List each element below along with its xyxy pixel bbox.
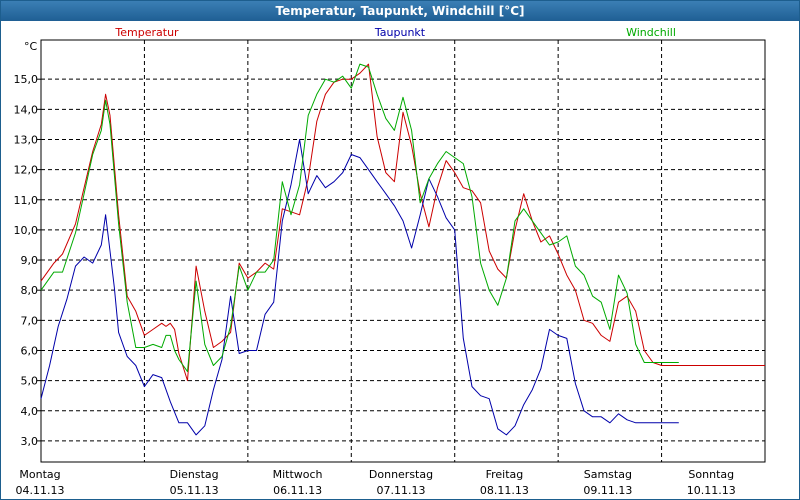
y-tick-label: 8,0 xyxy=(21,284,39,297)
series-line-taupunkt xyxy=(40,139,679,436)
series-line-temperatur xyxy=(40,63,765,382)
y-tick-label: 10,0 xyxy=(14,224,39,237)
grid-lines xyxy=(37,40,765,462)
x-date-label: 04.11.13 xyxy=(16,484,65,497)
axis-labels: 3,0 4,0 5,0 6,0 7,0 8,0 9,0 10,0 11,0 12,0 13,0 14,… xyxy=(14,73,736,497)
y-tick-label: 13,0 xyxy=(14,133,39,146)
x-date-label: 06.11.13 xyxy=(273,484,322,497)
y-tick-label: 9,0 xyxy=(21,254,39,267)
x-day-label: Mittwoch xyxy=(273,468,323,481)
legend-temperatur: Temperatur xyxy=(114,26,179,39)
x-day-label: Dienstag xyxy=(170,468,219,481)
y-tick-label: 15,0 xyxy=(14,73,39,86)
x-date-label: 09.11.13 xyxy=(583,484,632,497)
y-tick-label: 7,0 xyxy=(21,314,39,327)
x-day-label: Sonntag xyxy=(688,468,734,481)
legend-windchill: Windchill xyxy=(626,26,676,39)
y-axis-unit: °C xyxy=(24,40,38,53)
x-date-label: 08.11.13 xyxy=(480,484,529,497)
y-tick-label: 12,0 xyxy=(14,164,39,177)
x-day-label: Samstag xyxy=(584,468,632,481)
x-date-label: 10.11.13 xyxy=(687,484,736,497)
plot-area xyxy=(40,39,766,463)
x-day-label: Montag xyxy=(19,468,60,481)
series-line-windchill xyxy=(40,63,679,373)
y-tick-label: 5,0 xyxy=(21,375,39,388)
y-tick-label: 11,0 xyxy=(14,194,39,207)
x-day-label: Donnerstag xyxy=(369,468,433,481)
y-tick-label: 3,0 xyxy=(21,435,39,448)
y-tick-label: 6,0 xyxy=(21,344,39,357)
y-tick-label: 4,0 xyxy=(21,405,39,418)
legend-taupunkt: Taupunkt xyxy=(374,26,426,39)
x-date-label: 05.11.13 xyxy=(170,484,219,497)
x-date-label: 07.11.13 xyxy=(377,484,426,497)
series-layer xyxy=(40,63,765,436)
x-day-label: Freitag xyxy=(486,468,524,481)
y-tick-label: 14,0 xyxy=(14,103,39,116)
chart-title: Temperatur, Taupunkt, Windchill [°C] xyxy=(1,1,799,21)
